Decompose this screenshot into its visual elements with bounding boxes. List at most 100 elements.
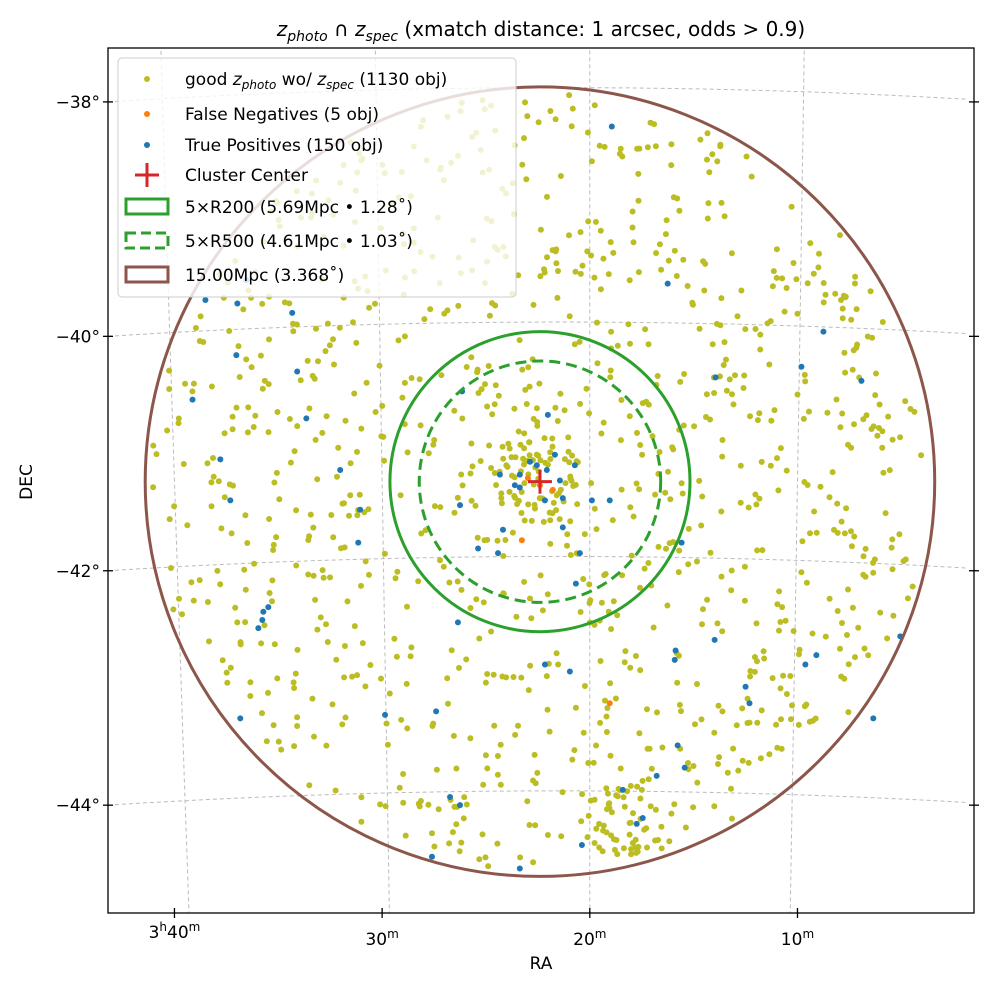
good-photo-point bbox=[598, 430, 605, 437]
good-photo-point bbox=[270, 541, 277, 548]
good-photo-point bbox=[421, 316, 428, 323]
good-photo-point bbox=[632, 844, 639, 851]
true-positive-point bbox=[289, 309, 296, 316]
good-photo-point bbox=[552, 404, 559, 411]
good-photo-point bbox=[530, 415, 537, 422]
good-photo-point bbox=[773, 246, 780, 253]
good-photo-point bbox=[463, 364, 470, 370]
good-photo-point bbox=[588, 252, 595, 259]
good-photo-point bbox=[809, 630, 816, 637]
good-photo-point bbox=[593, 742, 600, 749]
true-positive-point bbox=[265, 604, 272, 611]
good-photo-point bbox=[506, 488, 513, 495]
good-photo-point bbox=[628, 851, 635, 858]
good-photo-point bbox=[550, 499, 557, 506]
good-photo-point bbox=[637, 795, 644, 802]
good-photo-point bbox=[648, 765, 655, 772]
good-photo-point bbox=[498, 500, 505, 507]
true-positive-point bbox=[357, 506, 364, 513]
good-photo-point bbox=[362, 558, 369, 565]
dec-grid-line bbox=[108, 555, 969, 572]
good-photo-point bbox=[880, 469, 887, 476]
true-positive-point bbox=[633, 820, 640, 827]
good-photo-point bbox=[806, 718, 813, 725]
good-photo-point bbox=[658, 823, 665, 830]
good-photo-point bbox=[607, 239, 614, 246]
good-photo-point bbox=[656, 241, 663, 248]
good-photo-point bbox=[291, 685, 298, 691]
good-photo-point bbox=[636, 730, 643, 737]
good-photo-point bbox=[294, 646, 301, 653]
good-photo-point bbox=[629, 208, 636, 215]
good-photo-point bbox=[820, 299, 827, 306]
good-photo-point bbox=[754, 417, 761, 424]
good-photo-point bbox=[717, 143, 724, 150]
good-photo-point bbox=[839, 315, 846, 322]
good-photo-point bbox=[751, 668, 758, 675]
good-photo-point bbox=[860, 416, 867, 423]
good-photo-point bbox=[634, 145, 641, 152]
good-photo-point bbox=[571, 341, 578, 348]
true-positive-point bbox=[233, 352, 240, 359]
good-photo-point bbox=[698, 716, 705, 723]
good-photo-point bbox=[182, 380, 189, 387]
good-photo-point bbox=[266, 336, 272, 343]
good-photo-point bbox=[588, 480, 595, 487]
good-photo-point bbox=[473, 596, 480, 603]
good-photo-point bbox=[872, 392, 879, 399]
good-photo-point bbox=[584, 129, 591, 136]
good-photo-point bbox=[675, 652, 682, 659]
good-photo-point bbox=[576, 338, 583, 345]
good-photo-point bbox=[459, 415, 466, 422]
true-positive-point bbox=[475, 545, 482, 552]
good-photo-point bbox=[627, 504, 634, 511]
good-photo-point bbox=[754, 547, 761, 554]
true-positive-point bbox=[588, 497, 595, 504]
good-photo-point bbox=[668, 810, 675, 817]
good-photo-point bbox=[842, 369, 849, 376]
good-photo-point bbox=[649, 433, 656, 440]
good-photo-point bbox=[251, 560, 258, 567]
good-photo-point bbox=[243, 356, 250, 363]
good-photo-point bbox=[782, 617, 789, 624]
good-photo-point bbox=[606, 805, 613, 811]
good-photo-point bbox=[359, 640, 366, 647]
good-photo-point bbox=[773, 274, 780, 281]
good-photo-point bbox=[729, 391, 735, 398]
good-photo-point bbox=[699, 493, 706, 500]
good-photo-point bbox=[674, 195, 681, 202]
good-photo-point bbox=[547, 517, 554, 524]
good-photo-point bbox=[719, 437, 726, 443]
good-photo-point bbox=[451, 407, 458, 414]
good-photo-point bbox=[293, 507, 300, 514]
good-photo-point bbox=[757, 755, 764, 762]
good-photo-point bbox=[667, 496, 674, 503]
circle-5xr200 bbox=[388, 330, 692, 634]
good-photo-point bbox=[704, 156, 710, 163]
good-photo-point bbox=[572, 481, 579, 488]
good-photo-point bbox=[618, 397, 625, 403]
good-photo-point bbox=[714, 158, 721, 165]
good-photo-point bbox=[314, 626, 321, 633]
good-photo-point bbox=[662, 489, 669, 496]
good-photo-point bbox=[242, 512, 249, 519]
good-photo-point bbox=[796, 646, 803, 653]
good-photo-point bbox=[494, 537, 501, 544]
legend-fn-marker bbox=[144, 111, 150, 117]
good-photo-point bbox=[330, 534, 337, 541]
good-photo-point bbox=[591, 102, 598, 109]
good-photo-point bbox=[737, 499, 744, 506]
good-photo-point bbox=[837, 645, 843, 652]
good-photo-point bbox=[783, 467, 790, 474]
good-photo-point bbox=[499, 443, 506, 450]
good-photo-point bbox=[704, 215, 711, 222]
good-photo-point bbox=[153, 451, 160, 458]
good-photo-point bbox=[488, 465, 495, 471]
good-photo-point bbox=[752, 326, 759, 332]
good-photo-point bbox=[541, 269, 548, 276]
good-photo-point bbox=[574, 501, 581, 508]
good-photo-point bbox=[307, 511, 314, 518]
good-photo-point bbox=[606, 800, 613, 807]
true-positive-point bbox=[294, 368, 301, 375]
good-photo-point bbox=[484, 671, 491, 677]
